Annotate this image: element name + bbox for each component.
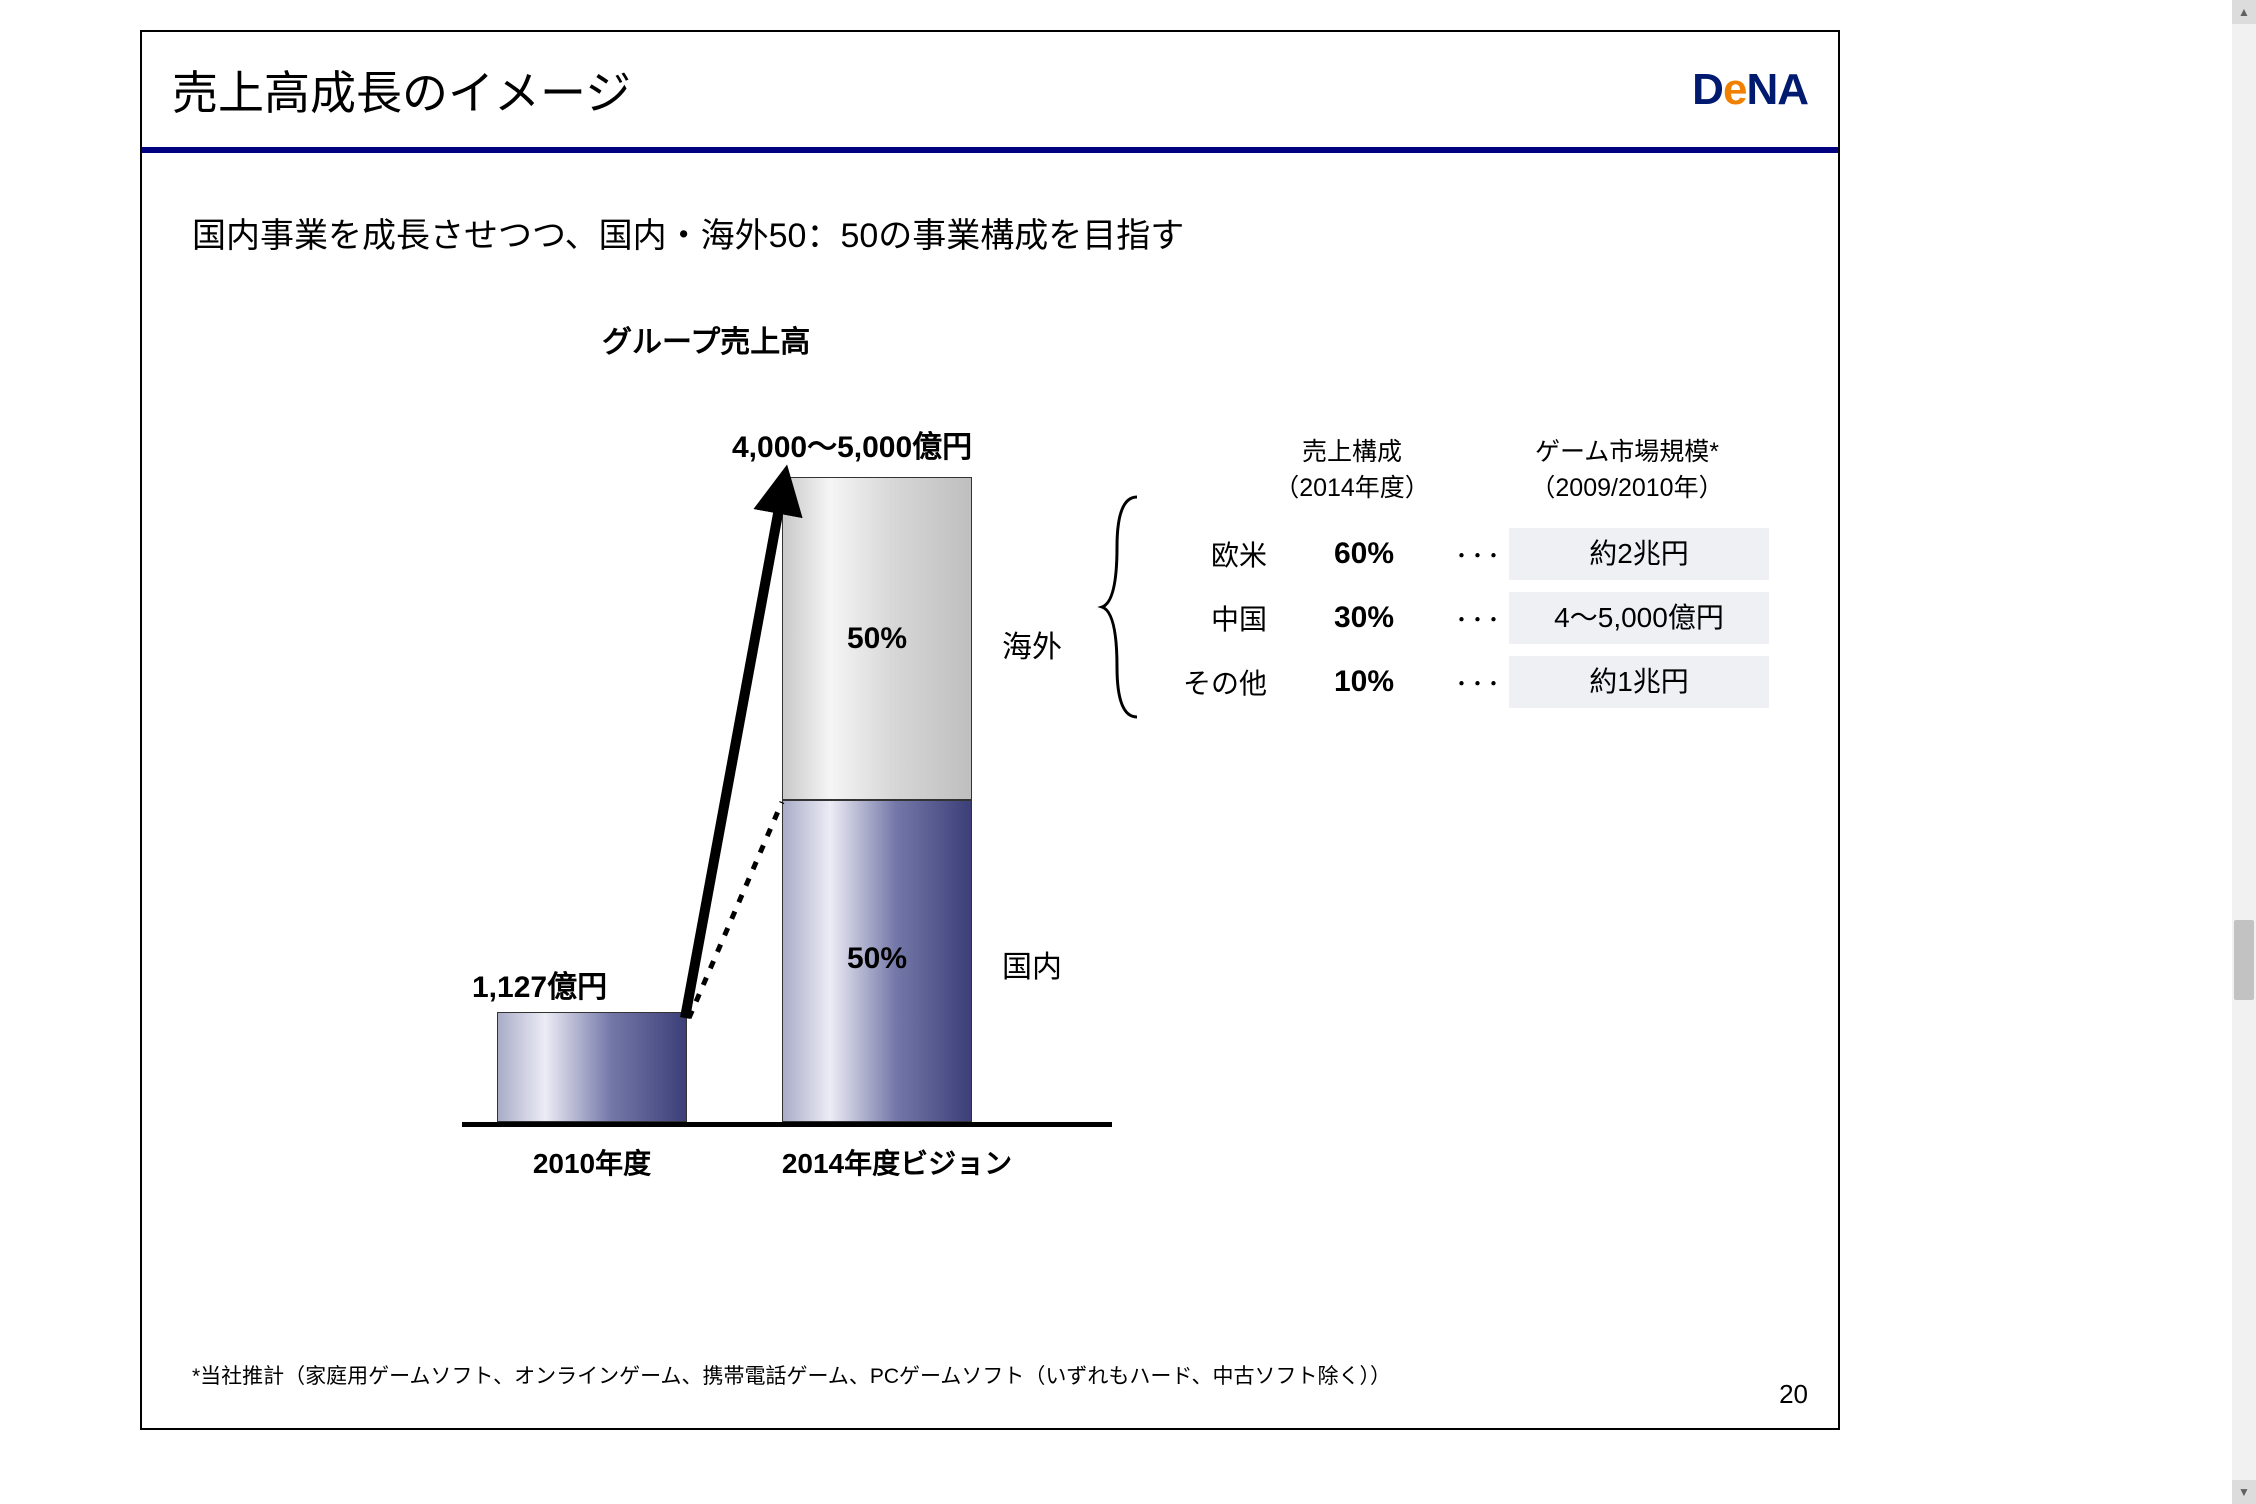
- page-number: 20: [1779, 1379, 1808, 1410]
- head-share: 売上構成 （2014年度）: [1267, 432, 1437, 504]
- share-cell: 10%: [1279, 665, 1449, 699]
- growth-arrow: [685, 492, 782, 1018]
- market-cell: 4～5,000億円: [1509, 592, 1769, 644]
- market-cell: 約1兆円: [1509, 656, 1769, 708]
- region-cell: その他: [1147, 662, 1279, 702]
- market-cell: 約2兆円: [1509, 528, 1769, 580]
- logo-letters-na: NA: [1746, 65, 1808, 114]
- window-scrollbar[interactable]: ▲ ▼: [2232, 0, 2256, 1504]
- logo-letter-e: e: [1723, 65, 1746, 114]
- region-cell: 中国: [1147, 598, 1279, 638]
- growth-arrow-svg: [192, 312, 1192, 1212]
- brace-icon: [1097, 492, 1147, 722]
- scroll-down-button[interactable]: ▼: [2232, 1480, 2256, 1504]
- slide-header: 売上高成長のイメージ DeNA: [142, 32, 1838, 153]
- scroll-up-button[interactable]: ▲: [2232, 0, 2256, 24]
- table-row: 中国 30% ･･･ 4～5,000億円: [1147, 586, 1827, 650]
- footnote: *当社推計（家庭用ゲームソフト、オンラインゲーム、携帯電話ゲーム、PCゲームソフ…: [192, 1360, 1391, 1390]
- slide-frame: 売上高成長のイメージ DeNA 国内事業を成長させつつ、国内・海外50：50の事…: [140, 30, 1840, 1430]
- page-title: 売上高成長のイメージ: [172, 57, 631, 123]
- share-cell: 60%: [1279, 537, 1449, 571]
- dots-cell: ･･･: [1449, 600, 1509, 637]
- region-cell: 欧米: [1147, 534, 1279, 574]
- breakdown-head: 売上構成 （2014年度） ゲーム市場規模* （2009/2010年）: [1147, 432, 1827, 504]
- logo-letter-d: D: [1692, 65, 1723, 114]
- revenue-growth-chart: グループ売上高 1,127億円 4,000～5,000億円 50% 50% 海外…: [192, 312, 1792, 1212]
- dots-cell: ･･･: [1449, 536, 1509, 573]
- table-row: その他 10% ･･･ 約1兆円: [1147, 650, 1827, 714]
- table-row: 欧米 60% ･･･ 約2兆円: [1147, 522, 1827, 586]
- dots-cell: ･･･: [1449, 664, 1509, 701]
- slide-subtitle: 国内事業を成長させつつ、国内・海外50：50の事業構成を目指す: [192, 208, 1838, 257]
- scroll-thumb[interactable]: [2234, 920, 2254, 1000]
- overseas-breakdown: 売上構成 （2014年度） ゲーム市場規模* （2009/2010年） 欧米 6…: [1147, 432, 1827, 714]
- share-cell: 30%: [1279, 601, 1449, 635]
- head-market: ゲーム市場規模* （2009/2010年）: [1497, 432, 1757, 504]
- dena-logo: DeNA: [1692, 65, 1808, 115]
